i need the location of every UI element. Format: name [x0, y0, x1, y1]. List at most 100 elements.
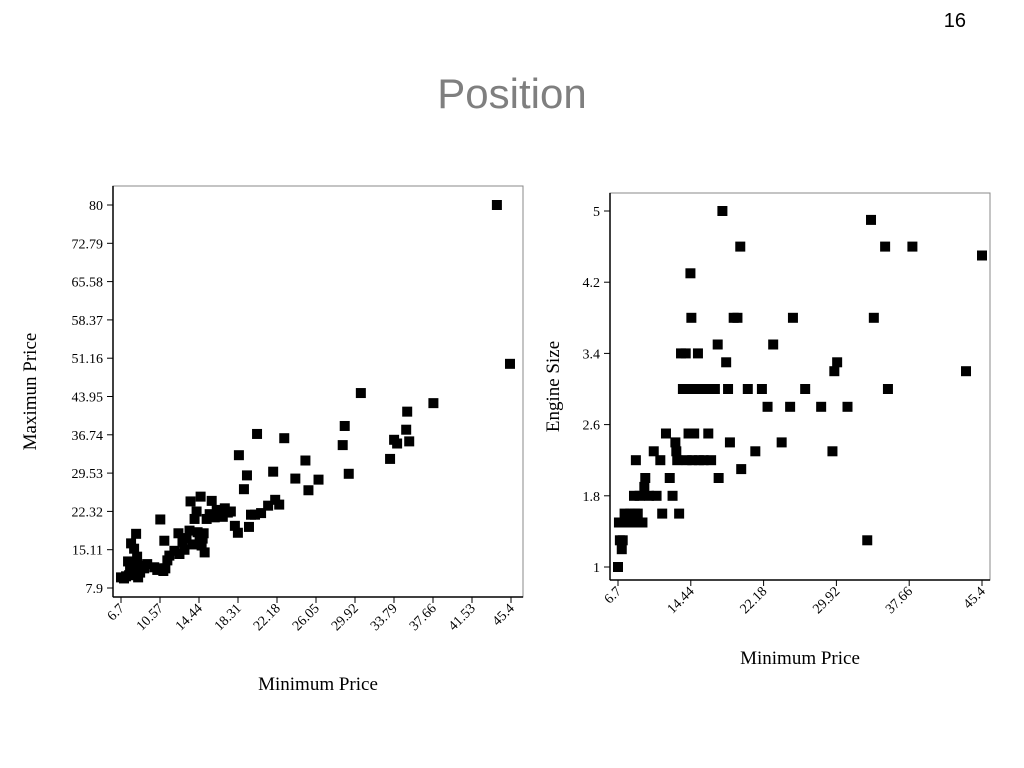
data-point — [961, 366, 972, 377]
x-tick-label: 26.05 — [290, 601, 323, 634]
data-point — [619, 508, 630, 519]
data-point — [664, 473, 675, 483]
y-tick-label: 43.95 — [72, 391, 104, 406]
data-point — [199, 547, 210, 558]
data-point — [691, 384, 702, 394]
chart-left-max-vs-min-price: 7.9 15.11 22.32 29.53 36.74 43.95 51.16 58.37 65… — [20, 185, 524, 695]
data-point — [866, 214, 877, 225]
data-point — [404, 436, 415, 447]
data-point — [677, 384, 688, 394]
y-tick-label: 4.2 — [583, 276, 601, 291]
data-point — [184, 525, 195, 536]
data-point — [785, 401, 796, 412]
y-axis-title: Engine Size — [543, 341, 564, 432]
data-point — [241, 470, 252, 481]
x-tick-label: 45.4 — [961, 584, 989, 612]
data-point — [339, 420, 350, 431]
data-point — [685, 268, 696, 279]
y-tick-label: 72.79 — [72, 237, 104, 252]
x-tick-label: 45.4 — [490, 601, 518, 629]
data-point — [198, 528, 209, 539]
data-point — [632, 508, 643, 519]
data-point — [192, 527, 203, 538]
data-point — [130, 559, 141, 570]
data-point — [174, 549, 185, 560]
data-point — [674, 508, 685, 519]
data-point — [687, 455, 698, 466]
data-point — [142, 559, 153, 570]
data-point — [233, 450, 244, 461]
y-tick-label: 7.9 — [86, 582, 104, 597]
x-tick-label: 14.44 — [665, 584, 698, 617]
data-point — [179, 544, 190, 555]
data-point — [712, 339, 723, 350]
data-point — [229, 520, 240, 531]
data-point — [238, 484, 249, 495]
data-point — [644, 490, 655, 501]
data-point — [169, 545, 180, 556]
data-point — [829, 366, 840, 377]
data-point — [160, 563, 171, 574]
y-tick-label: 36.74 — [72, 429, 104, 444]
data-point — [651, 490, 662, 501]
data-point — [263, 500, 274, 511]
data-point — [313, 474, 324, 485]
data-point — [628, 517, 639, 528]
data-point — [131, 528, 142, 539]
data-point — [842, 401, 853, 412]
data-point — [709, 384, 720, 394]
data-point — [630, 455, 641, 466]
data-point — [504, 358, 515, 369]
data-point — [123, 556, 134, 567]
data-point — [279, 433, 290, 444]
data-point — [189, 513, 200, 524]
y-tick-label: 65.58 — [72, 276, 104, 291]
data-point — [355, 388, 366, 399]
data-point — [155, 514, 166, 525]
x-tick-label: 37.66 — [407, 601, 440, 634]
data-point — [401, 424, 412, 435]
y-tick-label: 1 — [593, 561, 600, 576]
data-point — [628, 490, 639, 501]
data-point — [735, 241, 746, 252]
data-point — [667, 490, 678, 501]
data-point — [706, 455, 717, 466]
x-tick-label: 6.7 — [105, 601, 128, 624]
data-point — [648, 446, 659, 457]
data-point — [689, 428, 700, 439]
data-point — [723, 384, 734, 394]
data-point — [290, 473, 301, 484]
chart-right-engine-vs-min-price: 1 1.8 2.6 3.4 4.2 5 6.7 14.44 22.18 29.92 37.66 45.… — [543, 192, 991, 669]
data-point — [736, 464, 747, 475]
y-axis-title: Maximun Price — [20, 333, 41, 451]
data-point — [776, 437, 787, 448]
data-point — [491, 200, 502, 210]
data-point — [681, 455, 692, 466]
data-point — [862, 535, 873, 546]
data-point — [703, 428, 714, 439]
data-point — [132, 551, 143, 562]
data-point — [392, 438, 403, 449]
data-point — [209, 512, 220, 523]
data-point — [787, 312, 798, 323]
data-point — [762, 401, 773, 412]
data-point — [613, 517, 624, 528]
data-point — [800, 384, 811, 394]
x-axis-title: Minimum Price — [258, 674, 378, 695]
x-tick-label: 29.92 — [810, 584, 843, 617]
data-point — [385, 453, 396, 464]
data-point — [816, 401, 827, 412]
data-point — [337, 440, 348, 451]
data-point — [680, 348, 691, 359]
data-point — [185, 496, 196, 507]
data-point — [637, 517, 648, 528]
plot-frame — [609, 192, 991, 581]
data-point — [713, 473, 724, 483]
data-point — [613, 562, 623, 572]
data-point — [124, 570, 135, 581]
data-point — [181, 533, 192, 544]
y-tick-label: 22.32 — [72, 505, 104, 520]
data-point — [732, 312, 743, 323]
data-point — [698, 455, 709, 466]
slide-title: Position — [437, 70, 587, 117]
